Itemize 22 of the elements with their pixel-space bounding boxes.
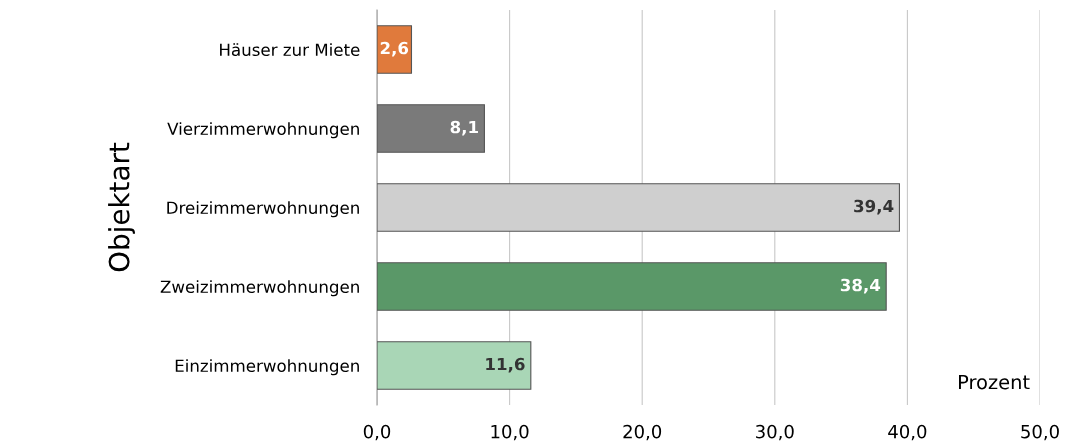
- y-tick-label: Einzimmerwohnungen: [175, 359, 359, 376]
- bar: [377, 25, 413, 74]
- data-label: 8,1: [450, 120, 478, 136]
- x-tick-label: 20,0: [623, 424, 662, 441]
- y-tick-label: Häuser zur Miete: [220, 43, 360, 57]
- data-label: 38,4: [840, 278, 881, 294]
- y-tick-label: Vierzimmerwohnungen: [167, 122, 359, 139]
- x-tick-label: 50,0: [1021, 424, 1059, 441]
- y-tick-label: Dreizimmerwohnungen: [167, 201, 359, 218]
- data-label: 2,6: [380, 41, 409, 57]
- bar: [377, 104, 485, 153]
- x-axis-title: Prozent: [959, 374, 1030, 390]
- y-axis-title: Objektart: [108, 142, 135, 272]
- bar: [377, 262, 887, 311]
- bar: [377, 341, 532, 390]
- y-tick-label: Zweizimmerwohnungen: [160, 280, 359, 297]
- x-tick-label: 30,0: [756, 424, 794, 441]
- x-tick-label: 10,0: [491, 424, 529, 441]
- x-tick-label: 0,0: [363, 424, 391, 441]
- x-tick-label: 40,0: [888, 424, 927, 441]
- data-label: 11,6: [486, 357, 525, 373]
- data-label: 39,4: [854, 199, 894, 215]
